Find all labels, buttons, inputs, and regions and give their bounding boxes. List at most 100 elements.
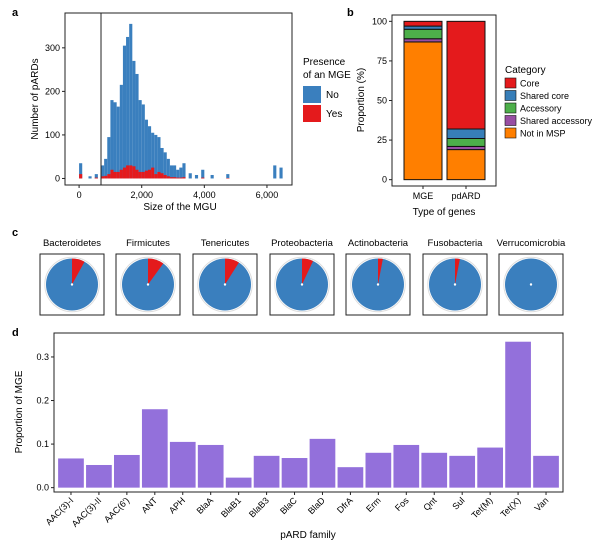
stacked-segment xyxy=(446,128,486,139)
panel-d-bars xyxy=(58,341,559,488)
x-tick-label: MGE xyxy=(413,191,434,201)
legend-label: Core xyxy=(520,79,540,89)
hist-bar-no xyxy=(166,158,170,179)
hist-bar-yes xyxy=(107,174,111,179)
y-tick-label: 0.3 xyxy=(36,352,49,362)
hist-bar-no xyxy=(210,174,214,179)
hist-bar-no xyxy=(116,106,120,179)
family-tick-label: Sul xyxy=(450,495,466,511)
y-tick-label: 0.2 xyxy=(36,396,49,406)
pie-frame xyxy=(269,253,335,316)
hist-bar-no xyxy=(176,169,180,179)
panel-d-x-axis-label: pARD family xyxy=(280,530,336,541)
stacked-segment xyxy=(403,41,443,181)
panel-b-y-axis-label: Proportion (%) xyxy=(356,68,367,132)
y-tick-label: 50 xyxy=(377,96,387,106)
family-bar xyxy=(393,444,420,488)
pie-frame xyxy=(345,253,411,316)
family-bar xyxy=(58,458,84,488)
family-tick-label: ANT xyxy=(139,495,159,515)
pie-outline xyxy=(274,256,330,313)
hist-bar-no xyxy=(79,163,83,179)
pie-frame xyxy=(498,253,564,316)
panel-label-c: c xyxy=(12,227,18,239)
hist-bar-yes xyxy=(104,175,108,179)
hist-bar-no xyxy=(182,163,186,179)
family-bar xyxy=(449,455,476,488)
hist-bar-yes xyxy=(132,166,136,179)
panel-a-histogram: 0 2,000 4,000 6,000 0 100 200 300 Size of the M… xyxy=(30,12,351,213)
family-tick-label: BlaD xyxy=(306,495,327,516)
panel-a-legend-swatch-yes xyxy=(303,105,321,122)
pie-slice-yes xyxy=(225,258,239,285)
stacked-segment xyxy=(446,20,486,130)
family-bar xyxy=(225,477,252,488)
pie-outline xyxy=(120,256,176,313)
stacked-segment xyxy=(446,149,486,181)
panel-b-bars xyxy=(403,20,486,181)
family-bar xyxy=(253,455,280,488)
pie-frame xyxy=(39,253,105,316)
pie-center-dot xyxy=(223,283,227,286)
panel-b-legend: Category Core Shared core Accessory Shared … xyxy=(504,65,593,139)
pie-outline xyxy=(427,256,483,313)
panel-a-legend-title-line-2: of an MGE xyxy=(303,70,351,81)
hist-bar-no xyxy=(194,174,199,179)
hist-bar-no xyxy=(138,100,142,179)
hist-bar-yes xyxy=(157,171,161,179)
hist-bar-no xyxy=(188,173,192,179)
panel-a-x-axis-label: Size of the MGU xyxy=(143,202,216,213)
family-bar xyxy=(86,464,112,488)
hist-bar-yes xyxy=(116,171,120,179)
panel-a-axes: 0 2,000 4,000 6,000 0 100 200 300 xyxy=(45,43,278,200)
family-tick-label: BlaA xyxy=(195,495,216,516)
legend-label: Shared core xyxy=(520,91,569,101)
family-tick-label: DfrA xyxy=(335,495,355,515)
pie-center-dot xyxy=(529,283,533,286)
hist-bar-no xyxy=(129,23,133,179)
phylum-label: Proteobacteria xyxy=(271,238,334,249)
family-bar xyxy=(197,444,224,488)
stacked-segment xyxy=(403,20,443,27)
panel-label-d: d xyxy=(12,327,19,339)
hist-bar-no xyxy=(279,167,283,179)
hist-bar-yes xyxy=(201,177,205,179)
legend-swatch xyxy=(504,115,517,126)
hist-bar-no xyxy=(160,147,164,179)
hist-bar-yes xyxy=(182,177,186,179)
hist-bar-yes xyxy=(119,169,123,179)
pie-frame xyxy=(115,253,181,316)
hist-bar-yes xyxy=(147,169,152,179)
pie-center-dot xyxy=(453,283,457,286)
legend-label: Shared accessory xyxy=(520,116,593,126)
panel-b-legend-title: Category xyxy=(505,65,546,76)
hist-bar-yes xyxy=(163,174,167,179)
y-tick-label: 300 xyxy=(45,43,60,53)
pie-slice-yes xyxy=(148,258,164,285)
family-bar xyxy=(309,438,336,488)
y-tick-label: 0 xyxy=(55,173,60,183)
pie-center-dot xyxy=(70,283,74,286)
y-tick-label: 0.1 xyxy=(36,439,49,449)
phylum-label: Firmicutes xyxy=(126,238,170,249)
hist-bar-yes xyxy=(79,174,83,179)
hist-bar-no xyxy=(126,36,130,179)
family-bar xyxy=(281,458,308,488)
hist-bar-yes xyxy=(154,174,158,179)
phylum-label: Tenericutes xyxy=(201,238,250,249)
pie-center-dot xyxy=(300,283,304,286)
panel-d-y-axis-label: Proportion of MGE xyxy=(14,370,25,453)
y-tick-label: 0 xyxy=(382,175,387,185)
panel-a-legend-swatch-no xyxy=(303,86,321,103)
hist-bar-yes xyxy=(179,177,183,179)
family-bar xyxy=(169,441,196,488)
panel-a-legend-title-line-1: Presence xyxy=(303,57,346,68)
pie-outline xyxy=(197,256,253,313)
hist-bar-yes xyxy=(113,171,117,179)
family-bar xyxy=(533,455,559,488)
pie-center-dot xyxy=(376,283,380,286)
panel-label-b: b xyxy=(347,7,354,19)
hist-bar-yes xyxy=(94,177,98,179)
family-bar xyxy=(421,452,448,488)
